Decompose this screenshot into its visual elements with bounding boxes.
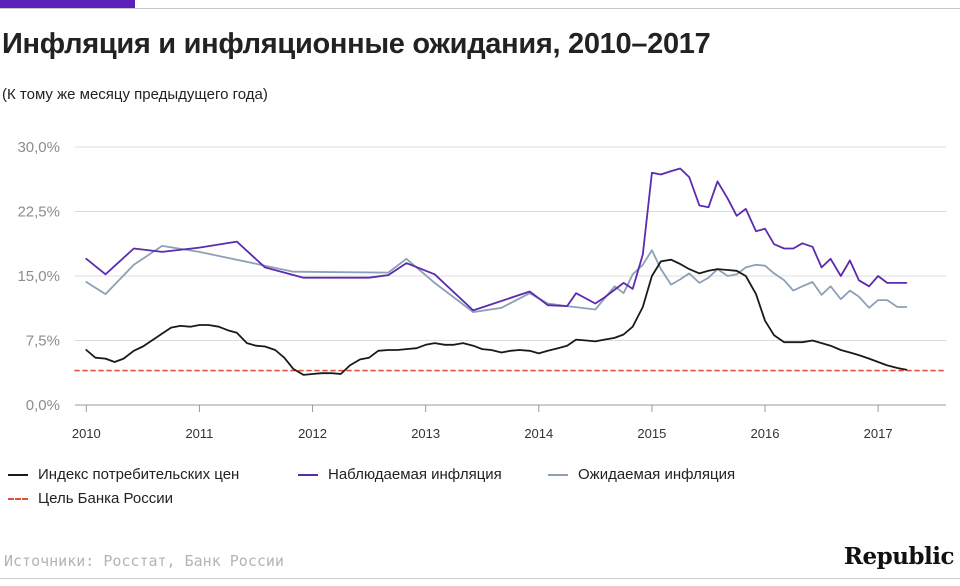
- series-lines: [74, 167, 947, 376]
- grid-lines: [75, 146, 946, 406]
- series-line-1: [85, 167, 908, 312]
- brand-logo: Republic: [843, 543, 955, 570]
- chart-title: Инфляция и инфляционные ожидания, 2010–2…: [2, 28, 711, 60]
- y-tick-label: 15,0%: [17, 268, 60, 285]
- x-tick-label: 2016: [751, 426, 780, 441]
- legend-label-expected-inflation: Ожидаемая инфляция: [578, 466, 736, 483]
- line-chart: 0,0% 7,5% 15,0% 22,5% 30,0% 2010 2011 2012 2013…: [17, 139, 947, 441]
- x-tick-label: 2013: [411, 426, 440, 441]
- y-axis-ticks: 0,0% 7,5% 15,0% 22,5% 30,0%: [17, 139, 60, 414]
- legend-swatch-cpi: [8, 473, 28, 476]
- y-tick-label: 0,0%: [26, 397, 60, 414]
- legend-label-cpi: Индекс потребительских цен: [38, 466, 240, 483]
- legend-label-cbr-target: Цель Банка России: [38, 490, 173, 507]
- x-tick-label: 2015: [637, 426, 666, 441]
- legend-swatch-observed-inflation: [298, 473, 318, 476]
- legend-swatch-cbr-target: [8, 497, 28, 500]
- x-tick-label: 2011: [185, 426, 213, 441]
- top-divider: [0, 8, 960, 9]
- series-line-0: [85, 258, 908, 376]
- legend-swatch-expected-inflation: [548, 473, 568, 476]
- y-tick-label: 30,0%: [17, 139, 60, 156]
- source-note: Источники: Росстат, Банк России: [4, 552, 284, 570]
- x-tick-label: 2017: [864, 426, 893, 441]
- x-tick-label: 2014: [524, 426, 553, 441]
- y-tick-label: 7,5%: [26, 333, 60, 350]
- top-accent-bar: [0, 0, 135, 9]
- series-line-2: [85, 245, 908, 313]
- legend-label-observed-inflation: Наблюдаемая инфляция: [328, 466, 502, 483]
- legend-item-cbr-target: Цель Банка России: [8, 490, 173, 507]
- chart-legend: Индекс потребительских цен Наблюдаемая и…: [8, 466, 948, 514]
- legend-item-cpi: Индекс потребительских цен: [8, 466, 239, 483]
- y-tick-label: 22,5%: [17, 204, 60, 221]
- chart-subtitle: (К тому же месяцу предыдущего года): [2, 86, 268, 103]
- legend-item-expected-inflation: Ожидаемая инфляция: [548, 466, 735, 483]
- bottom-divider: [0, 578, 960, 579]
- x-tick-label: 2012: [298, 426, 327, 441]
- x-tick-label: 2010: [72, 426, 101, 441]
- legend-item-observed-inflation: Наблюдаемая инфляция: [298, 466, 502, 483]
- x-axis-ticks: 2010 2011 2012 2013 2014 2015 2016 2017: [72, 405, 893, 441]
